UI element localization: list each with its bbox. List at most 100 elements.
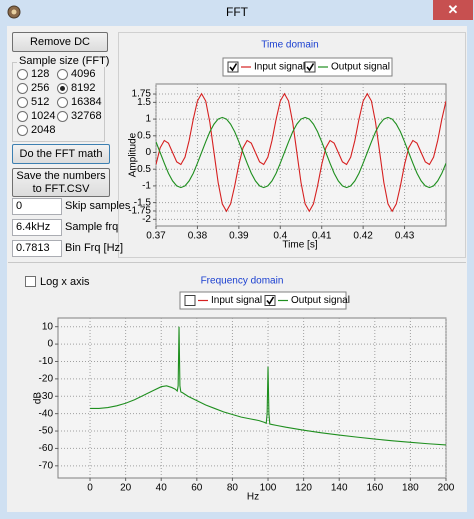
x-tick-label: 120 — [295, 483, 312, 494]
legend-checkbox[interactable] — [264, 295, 276, 306]
check-mark — [306, 63, 315, 72]
save-button-line: to FFT.CSV — [32, 182, 90, 195]
y-tick-label: -70 — [39, 460, 54, 471]
y-tick-label: 1.75 — [132, 89, 152, 100]
y-tick-label: 0 — [145, 147, 151, 158]
radio-label: 128 — [31, 68, 50, 80]
radio-label: 2048 — [31, 124, 56, 136]
title-bar: FFT ✕ — [0, 0, 474, 24]
legend-label: Output signal — [291, 295, 350, 306]
plot-area — [57, 317, 447, 479]
x-tick-label: 0.39 — [229, 231, 249, 242]
y-tick-label: -1.5 — [134, 197, 152, 208]
x-tick-label: 200 — [438, 483, 455, 494]
radio-button[interactable] — [17, 69, 28, 80]
y-tick-label: 0 — [47, 339, 53, 350]
y-tick-label: -2 — [142, 214, 151, 225]
legend-checkbox[interactable] — [227, 61, 239, 73]
field-label: Bin Frq [Hz] — [65, 242, 124, 254]
radio-label: 16384 — [71, 96, 102, 108]
radio-label: 1024 — [31, 110, 56, 122]
group-label: Sample size (FFT) — [17, 55, 112, 67]
radio-button[interactable] — [17, 97, 28, 108]
x-axis-label: Time [s] — [282, 240, 317, 251]
y-tick-label: -1.75 — [128, 206, 151, 217]
x-tick-label: 0.42 — [353, 231, 373, 242]
radio-label: 256 — [31, 82, 50, 94]
time-panel — [118, 32, 466, 258]
divider — [8, 262, 466, 263]
x-tick-label: 0 — [87, 483, 93, 494]
series-line — [156, 116, 446, 189]
x-tick-label: 0.43 — [395, 231, 415, 242]
legend-label: Input signal — [211, 295, 262, 306]
y-tick-label: -60 — [39, 443, 54, 454]
field-label: Skip samples — [65, 200, 131, 212]
text-field[interactable]: 0.7813 — [12, 240, 62, 257]
x-tick-label: 100 — [260, 483, 277, 494]
y-tick-label: -0.5 — [134, 164, 152, 175]
y-tick-label: 1.5 — [137, 97, 151, 108]
x-tick-label: 20 — [120, 483, 132, 494]
chart-title: Time domain — [261, 40, 318, 51]
window-title: FFT — [226, 5, 248, 19]
check-mark — [266, 296, 275, 305]
radio-label: 8192 — [71, 82, 96, 94]
check-mark — [229, 63, 238, 72]
series-line — [156, 92, 446, 213]
fft-button[interactable]: Do the FFT math — [12, 144, 110, 164]
legend-box — [179, 291, 347, 310]
legend-label: Output signal — [331, 62, 390, 73]
x-tick-label: 180 — [402, 483, 419, 494]
x-tick-label: 60 — [191, 483, 203, 494]
y-tick-label: -1 — [142, 181, 151, 192]
x-tick-label: 80 — [227, 483, 239, 494]
x-tick-label: 0.4 — [273, 231, 287, 242]
plot-area — [155, 83, 447, 227]
radio-button[interactable] — [57, 111, 68, 122]
legend-checkbox[interactable] — [184, 295, 196, 306]
y-tick-label: -10 — [39, 356, 54, 367]
radio-dot — [60, 86, 65, 91]
y-tick-label: -40 — [39, 408, 54, 419]
radio-button[interactable] — [17, 125, 28, 136]
legend-label: Input signal — [254, 62, 305, 73]
radio-button[interactable] — [57, 83, 68, 94]
close-button[interactable]: ✕ — [433, 0, 473, 20]
radio-button[interactable] — [57, 69, 68, 80]
y-tick-label: 0.5 — [137, 130, 151, 141]
save-button-line: Save the numbers — [16, 169, 106, 182]
y-tick-label: 10 — [42, 321, 54, 332]
legend-checkbox[interactable] — [304, 61, 316, 73]
radio-label: 4096 — [71, 68, 96, 80]
x-tick-label: 140 — [331, 483, 348, 494]
y-axis-label: Amplitude — [128, 132, 139, 177]
chart-title: Frequency domain — [201, 276, 284, 287]
text-field[interactable]: 6.4kHz — [12, 219, 62, 236]
save-button[interactable]: Save the numbers to FFT.CSV — [12, 168, 110, 197]
y-axis-label: dB — [33, 392, 44, 405]
x-tick-label: 0.41 — [312, 231, 332, 242]
log-x-label: Log x axis — [40, 276, 90, 288]
time-chart: Time domain 0.37 0.38 0.39 0.4 0.41 0.42 0.43 -2… — [128, 40, 447, 251]
remove-dc-button[interactable]: Remove DC — [12, 32, 108, 52]
app-icon — [7, 5, 21, 19]
x-axis-label: Hz — [247, 492, 259, 503]
radio-button[interactable] — [17, 111, 28, 122]
x-tick-label: 40 — [156, 483, 168, 494]
x-tick-label: 160 — [366, 483, 383, 494]
log-x-checkbox[interactable] — [25, 276, 36, 287]
radio-label: 512 — [31, 96, 50, 108]
x-tick-label: 0.38 — [188, 231, 208, 242]
series-line — [90, 326, 446, 446]
radio-button[interactable] — [17, 83, 28, 94]
x-tick-label: 0.37 — [146, 231, 166, 242]
y-tick-label: -50 — [39, 426, 54, 437]
radio-button[interactable] — [57, 97, 68, 108]
y-tick-label: -30 — [39, 391, 54, 402]
radio-label: 32768 — [71, 110, 102, 122]
field-label: Sample frq — [65, 221, 119, 233]
text-field[interactable]: 0 — [12, 198, 62, 215]
